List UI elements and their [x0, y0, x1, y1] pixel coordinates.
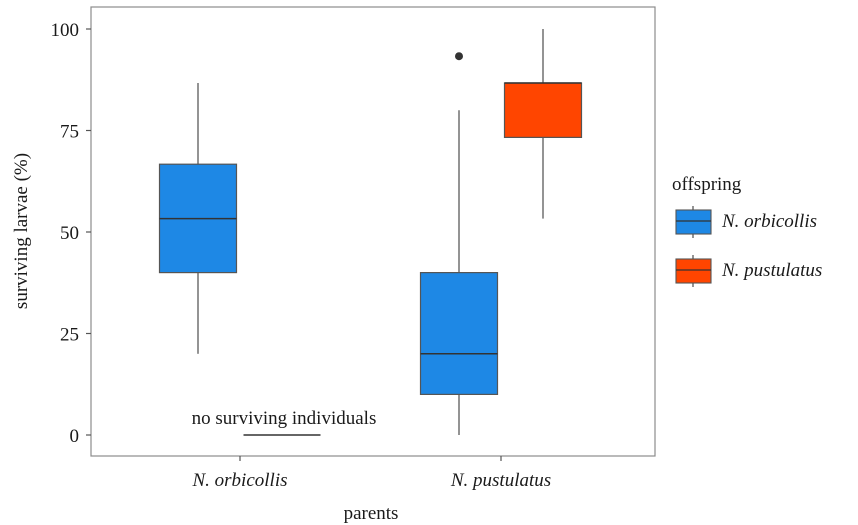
- annotations: no surviving individuals: [192, 408, 377, 429]
- y-tick-label: 0: [70, 426, 80, 447]
- legend-key-box: [675, 209, 712, 235]
- legend-key-box: [675, 258, 712, 284]
- x-tick-label: N. orbicollis: [191, 470, 287, 491]
- x-tick-label: N. pustulatus: [450, 470, 551, 491]
- legend-title: offspring: [672, 174, 742, 195]
- box-marks: [158, 29, 583, 436]
- outlier-point: [455, 52, 463, 61]
- y-tick-label: 100: [51, 20, 80, 41]
- y-axis: 0 25 50 75 100: [51, 20, 91, 447]
- y-tick-label: 25: [60, 325, 79, 346]
- legend-label: N. pustulatus: [721, 260, 822, 281]
- x-axis-title: parents: [344, 503, 399, 524]
- y-tick-label: 75: [60, 122, 79, 143]
- y-tick-label: 50: [60, 223, 79, 244]
- legend-label: N. orbicollis: [721, 211, 817, 232]
- legend: offspring N. orbicollis N. pustulatus: [672, 174, 822, 287]
- x-axis: N. orbicollis N. pustulatus: [191, 456, 551, 491]
- y-axis-title: surviving larvae (%): [11, 153, 32, 309]
- box: [503, 82, 583, 139]
- annotation-text: no surviving individuals: [192, 408, 377, 429]
- box: [419, 272, 499, 396]
